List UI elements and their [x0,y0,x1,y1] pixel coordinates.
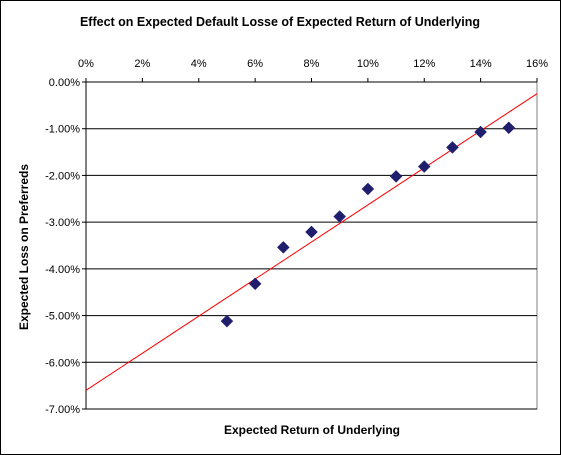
chart-title: Effect on Expected Default Losse of Expe… [80,15,480,29]
x-tick-label: 14% [470,58,492,70]
y-tick-label: -5.00% [45,311,80,323]
x-tick-label: 4% [191,58,207,70]
data-point [333,210,347,223]
plot-area [85,81,538,410]
data-point [389,170,403,183]
x-tick-label: 6% [247,58,263,70]
y-tick-label: -4.00% [45,264,80,276]
x-tick-label: 16% [526,58,548,70]
x-tick-label: 12% [413,58,435,70]
data-point [446,141,459,154]
y-tick-label: -2.00% [45,170,80,182]
trendline [85,93,538,391]
x-tick-label: 8% [304,58,320,70]
data-point [361,182,375,196]
x-axis-title: Expected Return of Underlying [224,423,400,437]
y-tick-label: 0.00% [49,77,80,89]
data-point [417,160,431,173]
y-tick-label: -3.00% [45,217,80,229]
data-point [502,121,516,135]
x-tick-label: 10% [357,58,379,70]
data-point [305,225,318,239]
y-tick-label: -1.00% [45,124,80,136]
x-tick-label: 0% [78,58,94,70]
x-tick-label: 2% [134,58,150,70]
y-tick-label: -7.00% [45,404,80,416]
data-point [276,241,290,254]
data-point [220,314,234,328]
y-axis-title: Expected Loss on Preferreds [17,164,31,330]
data-point [474,125,487,139]
y-tick-label: -6.00% [45,357,80,369]
data-point [248,277,262,291]
